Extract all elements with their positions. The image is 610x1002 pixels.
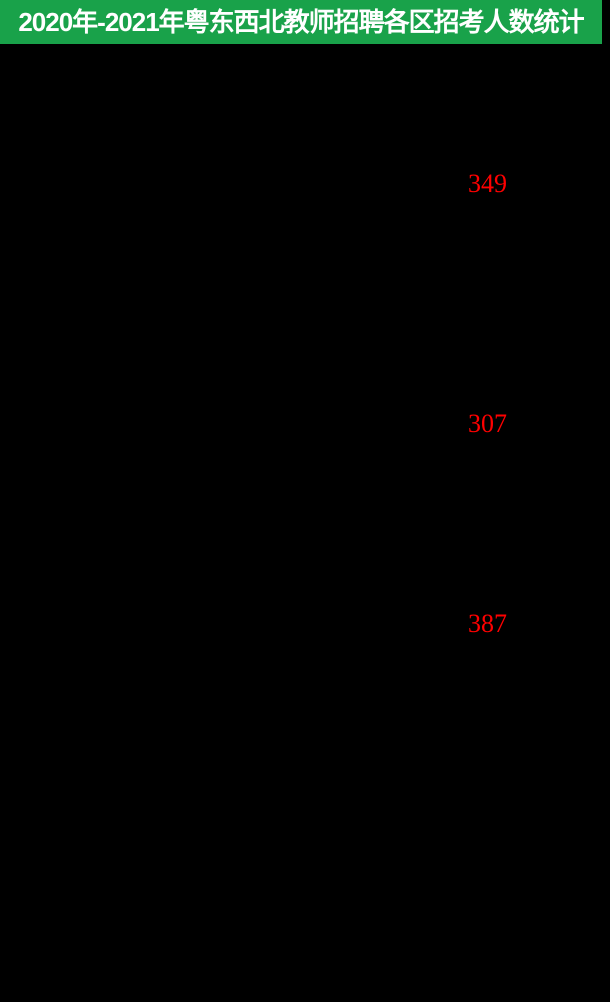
data-value-label: 307 bbox=[468, 409, 507, 438]
chart-plot-area: 349 307 387 bbox=[0, 44, 610, 1002]
chart-title: 2020年-2021年粤东西北教师招聘各区招考人数统计 bbox=[18, 7, 584, 37]
data-value-label: 349 bbox=[468, 169, 507, 198]
chart-title-bar: 2020年-2021年粤东西北教师招聘各区招考人数统计 bbox=[0, 0, 602, 44]
data-value-label: 387 bbox=[468, 609, 507, 638]
